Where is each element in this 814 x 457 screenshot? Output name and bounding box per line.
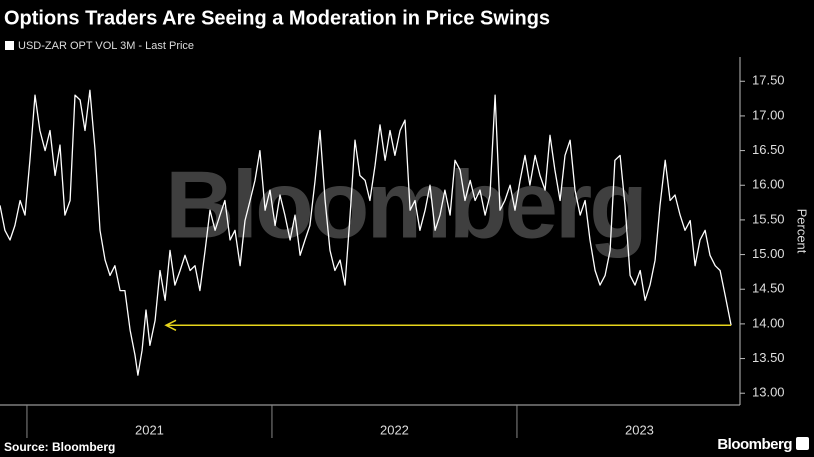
y-tick-label: 17.00 — [752, 107, 785, 122]
source: Source: Bloomberg — [4, 440, 115, 454]
y-tick-label: 15.50 — [752, 211, 785, 226]
y-tick-label: 14.50 — [752, 281, 785, 296]
annotation-arrowhead — [164, 319, 177, 331]
y-tick-label: 13.00 — [752, 385, 785, 400]
x-tick-label: 2022 — [380, 422, 409, 437]
y-tick-label: 15.00 — [752, 246, 785, 261]
chart-title: Options Traders Are Seeing a Moderation … — [4, 7, 550, 29]
y-tick-label: 14.00 — [752, 315, 785, 330]
y-tick-label: 16.50 — [752, 142, 785, 157]
y-tick-label: 13.50 — [752, 350, 785, 365]
series-line — [0, 89, 732, 376]
y-tick-label: 16.00 — [752, 177, 785, 192]
y-axis-label: Percent — [795, 209, 810, 254]
x-tick-label: 2023 — [625, 422, 654, 437]
y-tick-label: 17.50 — [752, 73, 785, 88]
legend-label: USD-ZAR OPT VOL 3M - Last Price — [18, 40, 194, 52]
legend-swatch — [5, 41, 14, 50]
logo: Bloomberg — [717, 436, 792, 453]
x-tick-label: 2021 — [135, 422, 164, 437]
logo-icon — [796, 437, 809, 450]
watermark: Bloomberg — [165, 151, 645, 258]
